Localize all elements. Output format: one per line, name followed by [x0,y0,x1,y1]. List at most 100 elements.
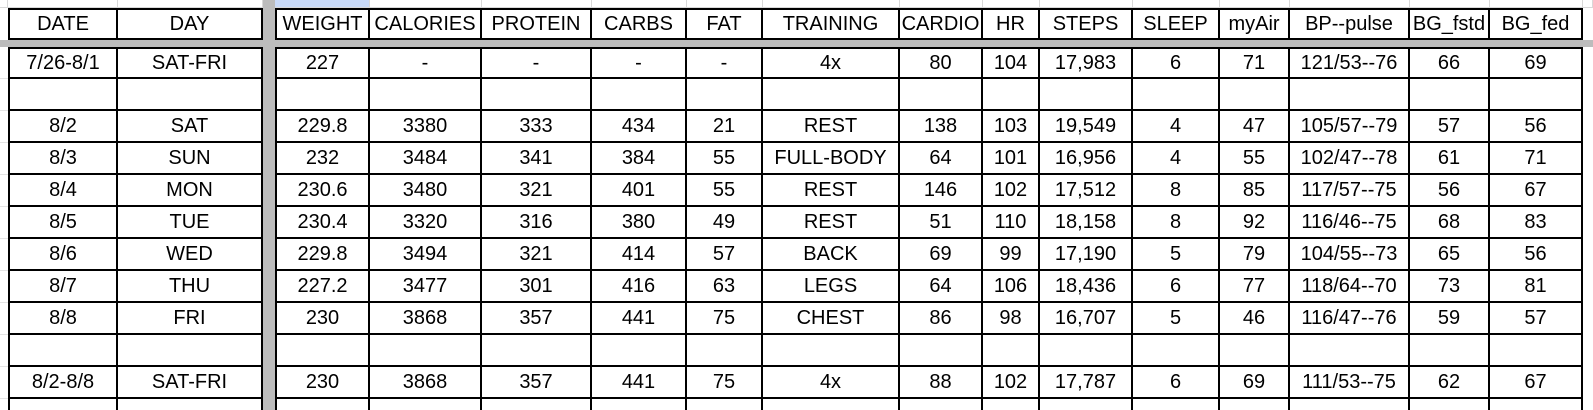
cell-protein[interactable]: 321 [482,175,592,207]
cell-calories[interactable] [370,335,482,367]
cell-bg_fed[interactable]: 81 [1490,271,1583,303]
cell-day[interactable]: WED [118,239,263,271]
column-header-calories[interactable]: CALORIES [370,8,482,40]
cell-weight[interactable]: 230 [275,367,370,399]
cell-myair[interactable]: 79 [1220,239,1290,271]
cell-hr[interactable]: 98 [983,303,1040,335]
cell-myair[interactable]: 77 [1220,271,1290,303]
column-header-sleep[interactable]: SLEEP [1133,8,1220,40]
cell-weight[interactable]: 230.6 [275,175,370,207]
cell-training[interactable]: REST [763,111,900,143]
cell-carbs[interactable]: - [592,47,687,79]
column-header-myair[interactable]: myAir [1220,8,1290,40]
cell-hr[interactable]: 104 [983,47,1040,79]
cell-bg_fstd[interactable]: 59 [1410,303,1490,335]
cell-bg_fstd[interactable]: 56 [1410,175,1490,207]
cell-steps[interactable]: 17,787 [1040,367,1133,399]
cell-steps[interactable]: 17,983 [1040,47,1133,79]
cell-weight[interactable] [275,79,370,111]
cell-myair[interactable]: 92 [1220,207,1290,239]
cell-bp_pulse[interactable]: 121/53--76 [1290,47,1410,79]
cell-sleep[interactable]: 8 [1133,175,1220,207]
cell-training[interactable]: CHEST [763,303,900,335]
cell-protein[interactable]: 321 [482,239,592,271]
cell-calories[interactable]: 3480 [370,175,482,207]
cell-myair[interactable] [1220,79,1290,111]
cell-hr[interactable]: 101 [983,143,1040,175]
cell-steps[interactable] [1040,335,1133,367]
cell-calories[interactable]: 3477 [370,271,482,303]
cell-bg_fstd[interactable]: 65 [1410,239,1490,271]
cell-protein[interactable] [482,335,592,367]
cell-weight[interactable]: 229.8 [275,111,370,143]
cell-protein[interactable]: 333 [482,111,592,143]
cell-carbs[interactable]: 384 [592,143,687,175]
cell-weight[interactable]: 230.4 [275,207,370,239]
cell-cardio[interactable]: 80 [900,47,983,79]
cell-carbs[interactable]: 434 [592,111,687,143]
cell-bg_fed[interactable]: 57 [1490,303,1583,335]
cell-cardio[interactable]: 51 [900,207,983,239]
cell-date[interactable]: 8/2 [8,111,118,143]
cell-weight[interactable]: 232 [275,143,370,175]
column-header-hr[interactable]: HR [983,8,1040,40]
cell-day[interactable]: SUN [118,143,263,175]
cell-myair[interactable]: 47 [1220,111,1290,143]
cell-sleep[interactable] [1133,79,1220,111]
cell-bg_fed[interactable]: 67 [1490,367,1583,399]
column-header-bg_fstd[interactable]: BG_fstd [1410,8,1490,40]
cell-protein[interactable]: 357 [482,367,592,399]
column-header-protein[interactable]: PROTEIN [482,8,592,40]
cell-protein[interactable]: - [482,47,592,79]
cell-bp_pulse[interactable] [1290,79,1410,111]
cell-training[interactable]: LEGS [763,271,900,303]
cell-bg_fed[interactable]: 56 [1490,111,1583,143]
cell-day[interactable] [118,79,263,111]
cell-bg_fstd[interactable]: 66 [1410,47,1490,79]
cell-day[interactable]: TUE [118,207,263,239]
cell-bg_fed[interactable] [1490,335,1583,367]
cell-protein[interactable]: 301 [482,271,592,303]
cell-bg_fed[interactable]: 83 [1490,207,1583,239]
cell-day[interactable]: SAT-FRI [118,367,263,399]
cell-date[interactable]: 8/4 [8,175,118,207]
cell-cardio[interactable]: 64 [900,143,983,175]
cell-bg_fstd[interactable] [1410,79,1490,111]
cell-day[interactable]: SAT-FRI [118,47,263,79]
cell-day[interactable] [118,335,263,367]
cell-fat[interactable]: 49 [687,207,763,239]
cell-hr[interactable] [983,79,1040,111]
cell-fat[interactable]: 75 [687,303,763,335]
column-header-bp_pulse[interactable]: BP--pulse [1290,8,1410,40]
cell-calories[interactable]: - [370,47,482,79]
cell-date[interactable]: 8/5 [8,207,118,239]
cell-cardio[interactable]: 69 [900,239,983,271]
cell-carbs[interactable]: 401 [592,175,687,207]
cell-bp_pulse[interactable] [1290,335,1410,367]
cell-myair[interactable]: 85 [1220,175,1290,207]
cell-steps[interactable] [1040,79,1133,111]
cell-date[interactable]: 8/6 [8,239,118,271]
cell-weight[interactable] [275,335,370,367]
cell-bg_fstd[interactable]: 73 [1410,271,1490,303]
cell-calories[interactable]: 3484 [370,143,482,175]
cell-training[interactable] [763,335,900,367]
cell-hr[interactable]: 102 [983,175,1040,207]
cell-fat[interactable] [687,335,763,367]
cell-date[interactable] [8,335,118,367]
cell-bg_fed[interactable] [1490,79,1583,111]
cell-date[interactable]: 8/2-8/8 [8,367,118,399]
cell-carbs[interactable] [592,79,687,111]
cell-carbs[interactable]: 414 [592,239,687,271]
cell-sleep[interactable]: 6 [1133,47,1220,79]
cell-hr[interactable]: 106 [983,271,1040,303]
cell-protein[interactable]: 341 [482,143,592,175]
cell-bg_fed[interactable]: 71 [1490,143,1583,175]
cell-fat[interactable]: - [687,47,763,79]
cell-sleep[interactable]: 4 [1133,143,1220,175]
cell-sleep[interactable]: 5 [1133,239,1220,271]
cell-date[interactable]: 8/7 [8,271,118,303]
cell-bg_fstd[interactable]: 62 [1410,367,1490,399]
cell-steps[interactable]: 16,707 [1040,303,1133,335]
cell-carbs[interactable] [592,335,687,367]
